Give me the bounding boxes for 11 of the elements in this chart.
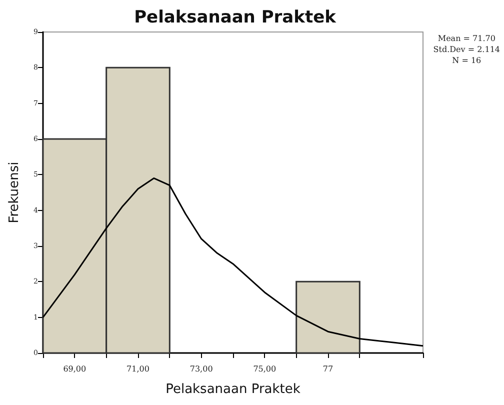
x-tick-label: 73,00 <box>190 364 213 374</box>
x-tick-label: 71,00 <box>126 364 150 374</box>
x-tick-label: 75,00 <box>253 364 276 374</box>
y-axis-title: Frekuensi <box>7 162 22 224</box>
chart-title: Pelaksanaan Praktek <box>134 8 337 28</box>
x-tick-label: 69,00 <box>63 364 86 374</box>
x-axis-title: Pelaksanaan Praktek <box>166 382 301 397</box>
text: N = 16 <box>452 56 482 65</box>
text: Std.Dev = 2.114 <box>433 45 500 54</box>
x-tick-label: 77 <box>322 364 334 374</box>
text: Mean = 71.70 <box>438 34 496 43</box>
